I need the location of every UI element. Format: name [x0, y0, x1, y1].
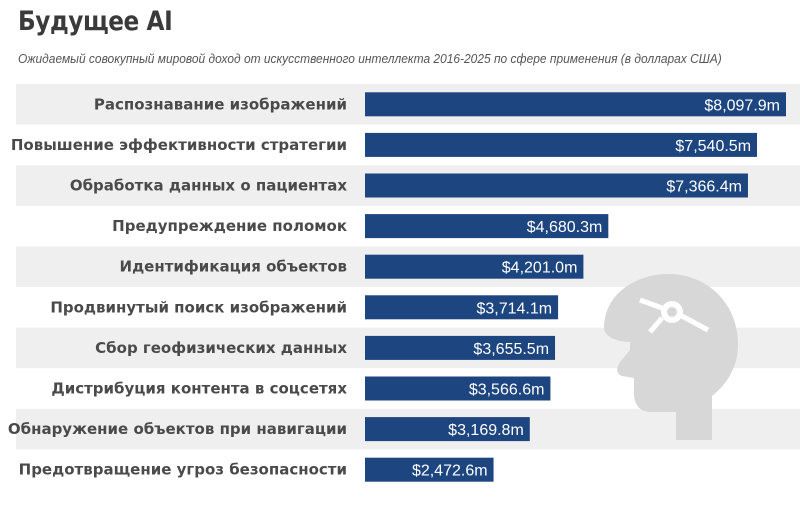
data-label: $3,714.1m — [476, 300, 552, 317]
bar — [365, 376, 551, 401]
category-label: Продвинутый поиск изображений — [50, 298, 347, 316]
bar — [365, 295, 559, 320]
chart-subtitle: Ожидаемый совокупный мировой доход от ис… — [18, 51, 722, 66]
bars — [365, 92, 786, 482]
bar — [365, 173, 748, 198]
data-label: $3,655.5m — [473, 341, 549, 358]
data-label: $7,366.4m — [666, 179, 742, 196]
bar — [365, 214, 609, 239]
category-labels: Распознавание изображений Повышение эффек… — [8, 95, 347, 478]
bar — [365, 335, 556, 360]
category-label: Распознавание изображений — [94, 95, 347, 113]
bar — [365, 417, 530, 442]
category-label: Сбор геофизических данных — [95, 339, 347, 357]
data-label: $3,566.6m — [469, 382, 545, 399]
bar — [365, 132, 758, 157]
data-label: $8,097.9m — [704, 97, 780, 114]
category-label: Повышение эффективности стратегии — [11, 136, 347, 154]
category-label: Дистрибуция контента в соцсетях — [51, 380, 347, 398]
brain-head-icon — [604, 274, 738, 440]
data-label: $7,540.5m — [675, 138, 751, 155]
category-label: Обработка данных о пациентах — [70, 177, 348, 195]
category-label: Идентификация объектов — [120, 258, 347, 276]
data-label: $4,201.0m — [502, 260, 578, 277]
bar — [365, 457, 494, 482]
category-label: Предупреждение поломок — [112, 217, 347, 235]
data-label: $3,169.8m — [448, 422, 524, 439]
value-labels: $8,097.9m $7,540.5m $7,366.4m $4,680.3m $4,2… — [412, 97, 780, 479]
data-label: $2,472.6m — [412, 463, 488, 480]
bar — [365, 92, 786, 117]
category-label: Предотвращение угроз безопасности — [19, 461, 347, 479]
bar — [365, 254, 584, 279]
chart-title: Будущее AI — [18, 6, 173, 37]
data-label: $4,680.3m — [527, 219, 603, 236]
category-label: Обнаружение объектов при навигации — [8, 420, 347, 438]
